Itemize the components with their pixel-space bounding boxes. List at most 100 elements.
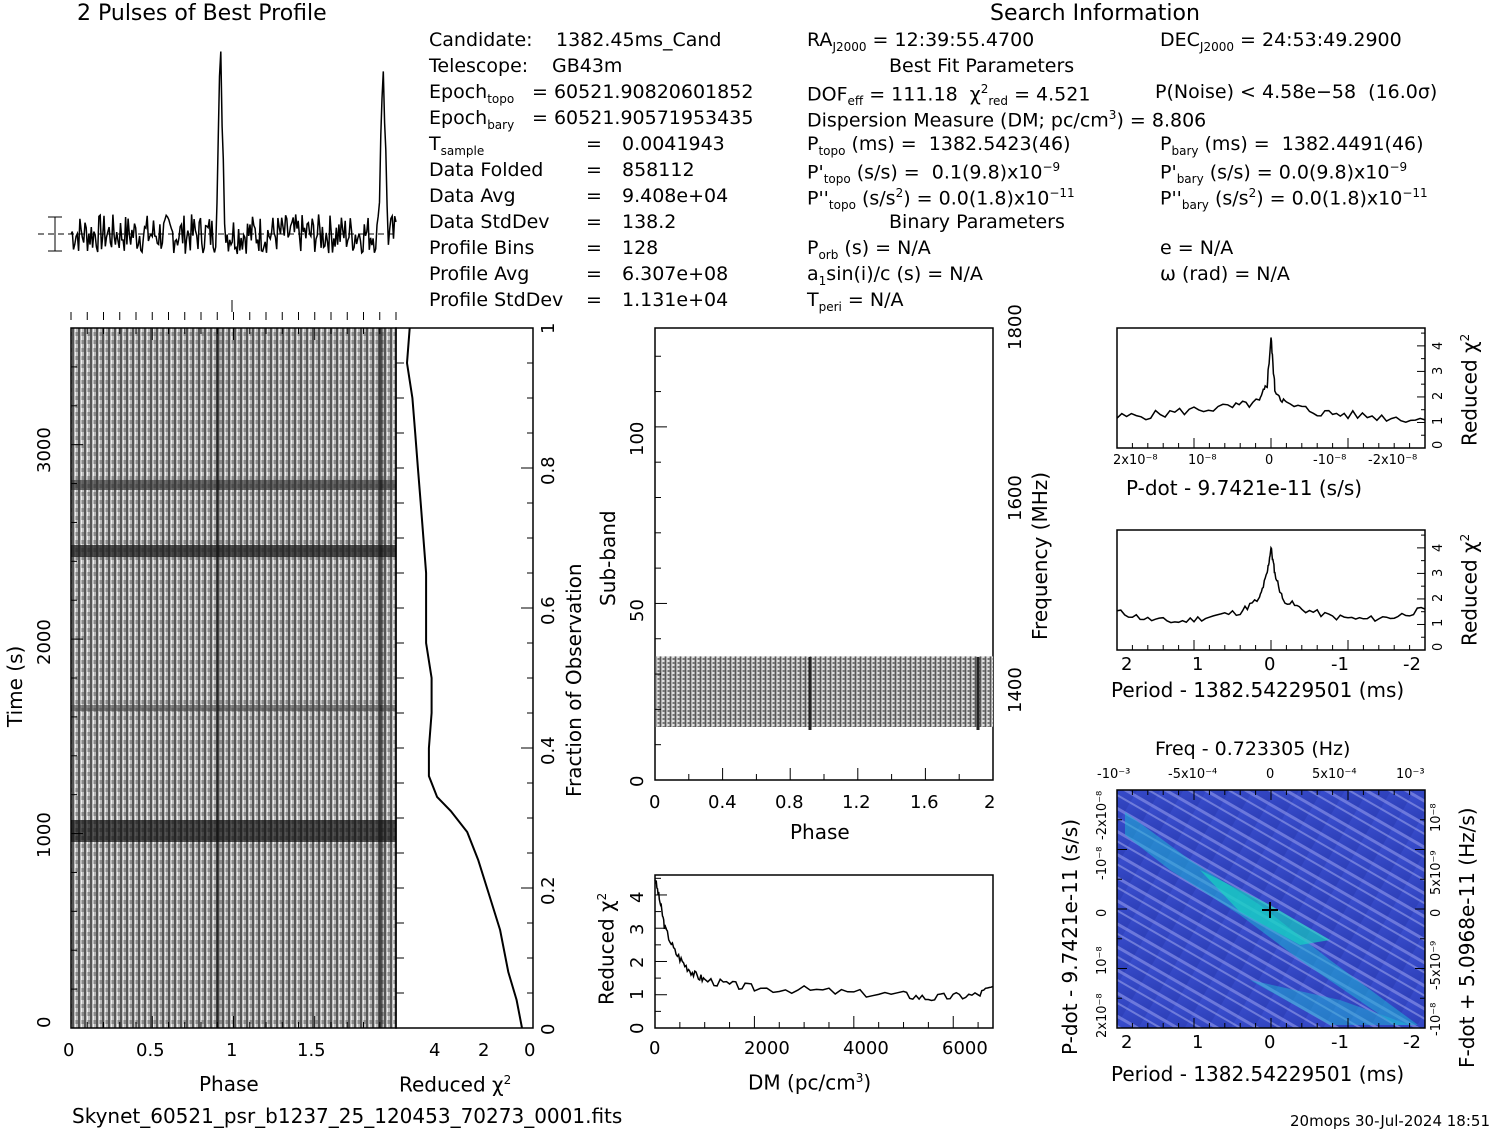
cf-ytick: 0.6 <box>538 596 559 625</box>
sb-xtick: 0.4 <box>708 792 737 813</box>
pp-y2tick: -10⁻⁸ <box>1429 1002 1444 1036</box>
search-info-title: Search Information <box>990 1 1200 26</box>
dm-xtick: 0 <box>649 1038 661 1059</box>
tp-ytick: 1000 <box>34 812 55 858</box>
pulse-profile <box>38 51 397 312</box>
pd-ytick: 3 <box>1431 366 1446 375</box>
timestamp: 20mops 30-Jul-2024 18:51 <box>1290 1112 1490 1130</box>
candidate-label: Candidate: <box>429 29 533 51</box>
data-folded-value: 858112 <box>622 159 695 181</box>
chi2-fraction-line <box>405 327 523 1029</box>
eq: = <box>586 133 602 155</box>
per-ytick: 0 <box>1431 642 1446 651</box>
eq: = <box>586 185 602 207</box>
profile-std-label: Profile StdDev <box>429 289 564 311</box>
profile-bins-label: Profile Bins <box>429 237 535 259</box>
dof-line: DOFeff = 111.18 χ2red = 4.521 <box>807 82 1091 109</box>
pp-xtick: -1 <box>1331 1032 1349 1053</box>
pp-x2tick: -10⁻³ <box>1097 767 1131 782</box>
sb-xtick: 0.8 <box>775 792 804 813</box>
pp-xtick: 2 <box>1121 1032 1133 1053</box>
pdbary-line: P'bary (s/s) = 0.0(9.8)x10−9 <box>1160 160 1408 187</box>
per-ytick: 3 <box>1431 568 1446 577</box>
data-std-label: Data StdDev <box>429 211 550 233</box>
cf-xtick: 4 <box>429 1040 441 1061</box>
pp-x2tick: 5x10⁻⁴ <box>1312 767 1357 782</box>
profile-avg-value: 6.307e+08 <box>622 263 729 285</box>
cf-ytick: 0.8 <box>538 456 559 485</box>
pp-ytick: 2x10⁻⁸ <box>1095 993 1110 1038</box>
per-xtick: -1 <box>1331 654 1349 675</box>
a1-line: a1sin(i)/c (s) = N/A <box>807 263 983 288</box>
dm-xtick: 6000 <box>942 1038 988 1059</box>
dm-plot <box>654 874 994 1029</box>
pp-ytick: -10⁻⁸ <box>1095 846 1110 880</box>
period-plot <box>1116 529 1426 651</box>
pd-xtick: 10⁻⁸ <box>1188 453 1217 468</box>
tp-ytick: 3000 <box>34 427 55 473</box>
per-xlabel: Period - 1382.54229501 (ms) <box>1111 678 1405 702</box>
pp-xtick: -2 <box>1403 1032 1421 1053</box>
eq: = <box>586 289 602 311</box>
pnoise-line: P(Noise) < 4.58e−58 (16.0σ) <box>1155 81 1438 103</box>
pdot-plot <box>1116 327 1426 449</box>
profile-title: 2 Pulses of Best Profile <box>77 1 327 26</box>
pd-ytick: 1 <box>1431 416 1446 425</box>
eq: = <box>586 237 602 259</box>
per-ytick: 1 <box>1431 618 1446 627</box>
pd-ytick: 0 <box>1431 440 1446 449</box>
data-folded-label: Data Folded <box>429 159 544 181</box>
pdot-line <box>1116 337 1426 423</box>
dm-ytick: 1 <box>627 988 648 1000</box>
dm-line <box>654 879 994 1002</box>
sb-ytick: 0 <box>627 775 648 787</box>
time-phase-image <box>71 328 396 1028</box>
telescope-value: GB43m <box>552 55 623 77</box>
cf-ytick: 0.4 <box>538 736 559 765</box>
pp-x2tick: 0 <box>1266 767 1275 782</box>
pd-ytick: 2 <box>1431 391 1446 400</box>
data-avg-value: 9.408e+04 <box>622 185 729 207</box>
data-avg-label: Data Avg <box>429 185 516 207</box>
pp-ytick: -2x10⁻⁸ <box>1095 790 1110 840</box>
sb-xtick: 1.6 <box>910 792 939 813</box>
profile-avg-label: Profile Avg <box>429 263 530 285</box>
profile-line <box>70 51 397 255</box>
per-xtick: -2 <box>1403 654 1421 675</box>
dm-xlabel: DM (pc/cm3) <box>748 1070 872 1095</box>
chi2-fraction-plot <box>395 327 534 1029</box>
pp-ylabel: P-dot - 9.7421e-11 (s/s) <box>1058 818 1082 1055</box>
per-xtick: 2 <box>1121 654 1133 675</box>
sb-y2label: Frequency (MHz) <box>1028 471 1052 640</box>
eq: = <box>586 159 602 181</box>
eq: = <box>586 263 602 285</box>
pp-x2tick: 10⁻³ <box>1396 767 1425 782</box>
pp-title: Freq - 0.723305 (Hz) <box>1155 738 1351 760</box>
time-phase-plot <box>70 312 397 1029</box>
pbary-line: Pbary (ms) = 1382.4491(46) <box>1160 133 1424 158</box>
ra-line: RAJ2000 = 12:39:55.4700 <box>807 29 1035 54</box>
period-line <box>1116 545 1426 624</box>
binary-title: Binary Parameters <box>889 211 1065 233</box>
sb-y2tick: 1800 <box>1005 304 1026 350</box>
pddbary-line: P''bary (s/s2) = 0.0(1.8)x10−11 <box>1160 186 1428 213</box>
cf-ylabel: Fraction of Observation <box>562 563 586 797</box>
profile-std-value: 1.131e+04 <box>622 289 729 311</box>
dm-line: Dispersion Measure (DM; pc/cm3) = 8.806 <box>807 108 1207 132</box>
epoch-bary-label: Epochbary <box>429 107 515 132</box>
pd-xlabel: P-dot - 9.7421e-11 (s/s) <box>1126 476 1363 500</box>
pp-ytick: 10⁻⁸ <box>1095 946 1110 975</box>
e-line: e = N/A <box>1160 237 1234 259</box>
pd-ylabel: Reduced χ2 <box>1457 333 1482 446</box>
tp-xtick: 0 <box>63 1040 75 1061</box>
cf-xlabel: Reduced χ2 <box>399 1072 512 1097</box>
tp-ytick: 2000 <box>34 619 55 665</box>
dm-ytick: 3 <box>627 923 648 935</box>
tsample-value: 0.0041943 <box>622 133 725 155</box>
sb-xlabel: Phase <box>790 820 850 844</box>
pp-xtick: 0 <box>1264 1032 1276 1053</box>
pp-x2tick: -5x10⁻⁴ <box>1168 767 1218 782</box>
pp-y2label: F-dot + 5.0968e-11 (Hz/s) <box>1455 807 1479 1068</box>
pp-y2tick: 0 <box>1429 908 1444 917</box>
pdtopo-line: P'topo (s/s) = 0.1(9.8)x10−9 <box>807 160 1061 187</box>
